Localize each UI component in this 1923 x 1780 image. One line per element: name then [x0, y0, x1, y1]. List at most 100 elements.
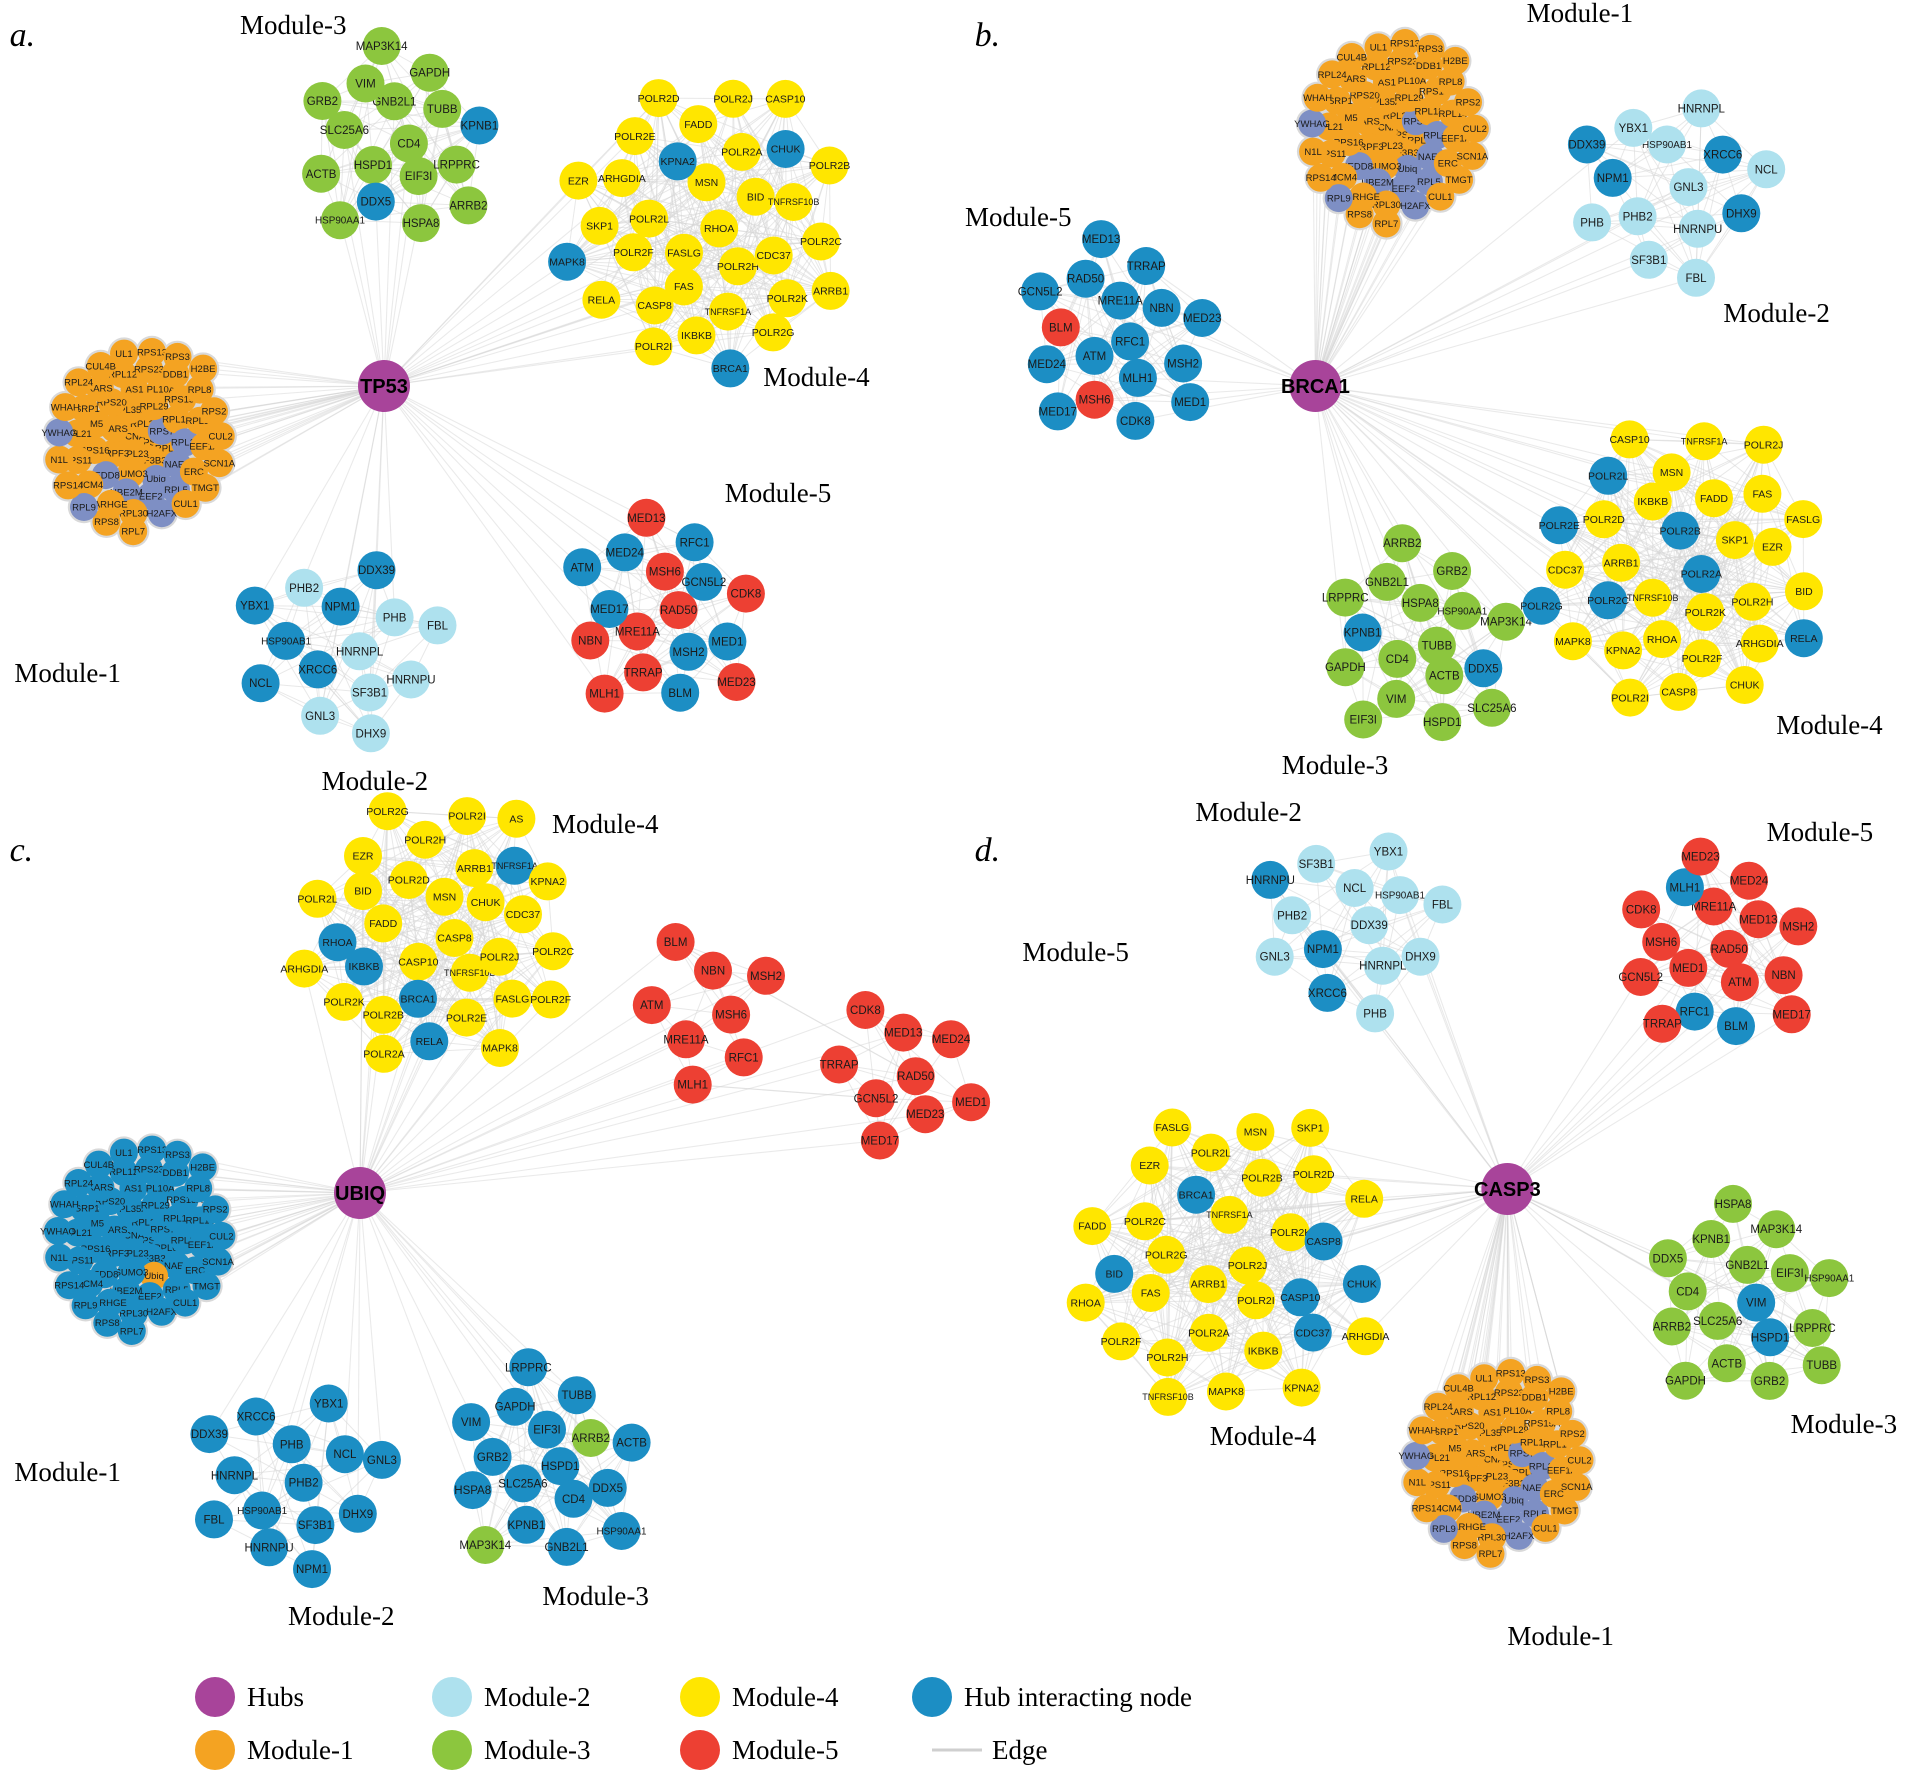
svg-text:HNRNPU: HNRNPU	[1673, 224, 1722, 236]
svg-text:DDX5: DDX5	[360, 197, 391, 209]
svg-text:MED13: MED13	[1082, 234, 1120, 246]
svg-text:TRRAP: TRRAP	[820, 1060, 859, 1072]
svg-text:RPL7: RPL7	[1479, 1549, 1503, 1560]
svg-text:CDK8: CDK8	[850, 1005, 881, 1017]
svg-text:UL1: UL1	[1370, 43, 1387, 54]
svg-text:GRB2: GRB2	[477, 1452, 508, 1464]
svg-text:POLR2K: POLR2K	[1270, 1227, 1311, 1239]
svg-text:VIM: VIM	[1386, 694, 1406, 706]
svg-text:RPL9: RPL9	[72, 502, 96, 513]
svg-text:SLC25A6: SLC25A6	[1467, 703, 1516, 715]
svg-text:RPS8: RPS8	[1452, 1540, 1477, 1551]
svg-text:N1L: N1L	[50, 1253, 67, 1264]
svg-text:DDX5: DDX5	[592, 1483, 623, 1495]
svg-text:CASP8: CASP8	[1306, 1236, 1341, 1248]
svg-text:MRE11A: MRE11A	[663, 1034, 708, 1046]
svg-text:ARRB1: ARRB1	[1191, 1279, 1226, 1291]
svg-text:HSPD1: HSPD1	[541, 1461, 579, 1473]
svg-text:RELA: RELA	[588, 294, 615, 306]
svg-text:DHX9: DHX9	[1726, 208, 1757, 220]
svg-text:HNRNPU: HNRNPU	[244, 1542, 293, 1554]
svg-text:TNFRSF10B: TNFRSF10B	[1142, 1392, 1194, 1402]
svg-text:H2AFX: H2AFX	[1400, 201, 1431, 212]
svg-text:TRRAP: TRRAP	[624, 667, 663, 679]
svg-text:MAP3K14: MAP3K14	[1750, 1224, 1802, 1236]
svg-text:Module-5: Module-5	[1767, 817, 1873, 847]
svg-text:BID: BID	[1105, 1269, 1123, 1281]
svg-text:RPL7: RPL7	[1375, 219, 1399, 230]
svg-text:MAPK8: MAPK8	[1208, 1386, 1244, 1398]
svg-text:HSPD1: HSPD1	[1423, 717, 1461, 729]
svg-text:XRCC6: XRCC6	[298, 664, 337, 676]
svg-text:CHUK: CHUK	[1347, 1279, 1377, 1291]
svg-text:FASLG: FASLG	[667, 247, 701, 259]
svg-text:GNL3: GNL3	[1673, 182, 1703, 194]
svg-text:N1L: N1L	[50, 455, 67, 466]
svg-text:POLR2B: POLR2B	[363, 1010, 404, 1022]
svg-text:CUL4B: CUL4B	[1336, 52, 1367, 63]
svg-text:EZR: EZR	[568, 175, 589, 187]
svg-text:MSN: MSN	[695, 177, 718, 189]
svg-text:RPS8: RPS8	[94, 517, 119, 528]
svg-text:GRB2: GRB2	[1436, 566, 1467, 578]
svg-text:CD4: CD4	[562, 1494, 586, 1506]
svg-text:GAPDH: GAPDH	[409, 68, 450, 80]
svg-text:HNRNPL: HNRNPL	[211, 1470, 259, 1482]
svg-text:LRPPRC: LRPPRC	[505, 1362, 552, 1374]
svg-text:DDX39: DDX39	[191, 1429, 228, 1441]
svg-text:LRPPRC: LRPPRC	[433, 160, 480, 172]
svg-text:TUBB: TUBB	[1422, 641, 1453, 653]
svg-text:CHUK: CHUK	[771, 144, 801, 156]
svg-text:POLR2E: POLR2E	[614, 131, 655, 143]
svg-text:EZR: EZR	[1762, 542, 1783, 554]
svg-text:DHX9: DHX9	[342, 1509, 373, 1521]
svg-text:ARHGDIA: ARHGDIA	[598, 173, 646, 185]
svg-text:NPM1: NPM1	[325, 602, 357, 614]
svg-text:GNB2L1: GNB2L1	[372, 96, 416, 108]
svg-text:EIF3I: EIF3I	[1776, 1268, 1803, 1280]
svg-text:POLR2E: POLR2E	[1539, 520, 1580, 532]
svg-text:Edge: Edge	[992, 1735, 1047, 1765]
svg-text:POLR2I: POLR2I	[1611, 692, 1648, 704]
svg-text:RAD50: RAD50	[897, 1071, 934, 1083]
svg-text:HNRNPU: HNRNPU	[1246, 875, 1295, 887]
svg-text:CUL2: CUL2	[209, 1231, 233, 1242]
svg-text:WHAH: WHAH	[50, 1200, 79, 1211]
svg-text:RPS3: RPS3	[1418, 44, 1443, 55]
svg-text:CUL1: CUL1	[1428, 192, 1452, 203]
svg-text:NCL: NCL	[1343, 883, 1367, 895]
svg-text:RPS2: RPS2	[203, 1205, 228, 1216]
svg-text:MSH6: MSH6	[1645, 937, 1677, 949]
svg-text:RPL8: RPL8	[1546, 1407, 1570, 1418]
svg-text:HSP90AB1: HSP90AB1	[237, 1506, 287, 1517]
svg-text:POLR2J: POLR2J	[1744, 439, 1784, 451]
svg-text:GAPDH: GAPDH	[1665, 1376, 1706, 1388]
svg-text:PHB: PHB	[383, 612, 407, 624]
svg-text:SCN1A: SCN1A	[202, 1257, 234, 1268]
svg-text:ATM: ATM	[1083, 351, 1106, 363]
svg-text:BLM: BLM	[664, 937, 688, 949]
svg-text:FAS: FAS	[1752, 488, 1772, 500]
svg-text:RFC1: RFC1	[1680, 1007, 1710, 1019]
svg-text:TUBB: TUBB	[561, 1390, 592, 1402]
svg-text:MSH6: MSH6	[715, 1010, 747, 1022]
svg-text:HSP90AA1: HSP90AA1	[315, 216, 365, 227]
svg-text:TRRAP: TRRAP	[1127, 261, 1166, 273]
svg-text:CDK8: CDK8	[1120, 416, 1151, 428]
svg-text:MED17: MED17	[590, 604, 628, 616]
svg-text:NCL: NCL	[333, 1449, 357, 1461]
svg-text:BLM: BLM	[1049, 322, 1073, 334]
svg-text:SF3B1: SF3B1	[352, 688, 387, 700]
svg-text:KPNB1: KPNB1	[1344, 628, 1382, 640]
svg-text:EZR: EZR	[1139, 1160, 1160, 1172]
svg-text:TUBB: TUBB	[427, 104, 458, 116]
svg-text:Module-3: Module-3	[542, 1581, 648, 1611]
svg-text:GRB2: GRB2	[1754, 1376, 1785, 1388]
svg-text:KPNA2: KPNA2	[660, 156, 695, 168]
svg-text:FAS: FAS	[1141, 1288, 1161, 1300]
svg-text:DDX39: DDX39	[1351, 920, 1388, 932]
svg-text:GRB2: GRB2	[307, 96, 338, 108]
svg-text:RPS8: RPS8	[1347, 210, 1372, 221]
svg-text:POLR2D: POLR2D	[1583, 514, 1625, 526]
svg-text:FBL: FBL	[427, 621, 449, 633]
